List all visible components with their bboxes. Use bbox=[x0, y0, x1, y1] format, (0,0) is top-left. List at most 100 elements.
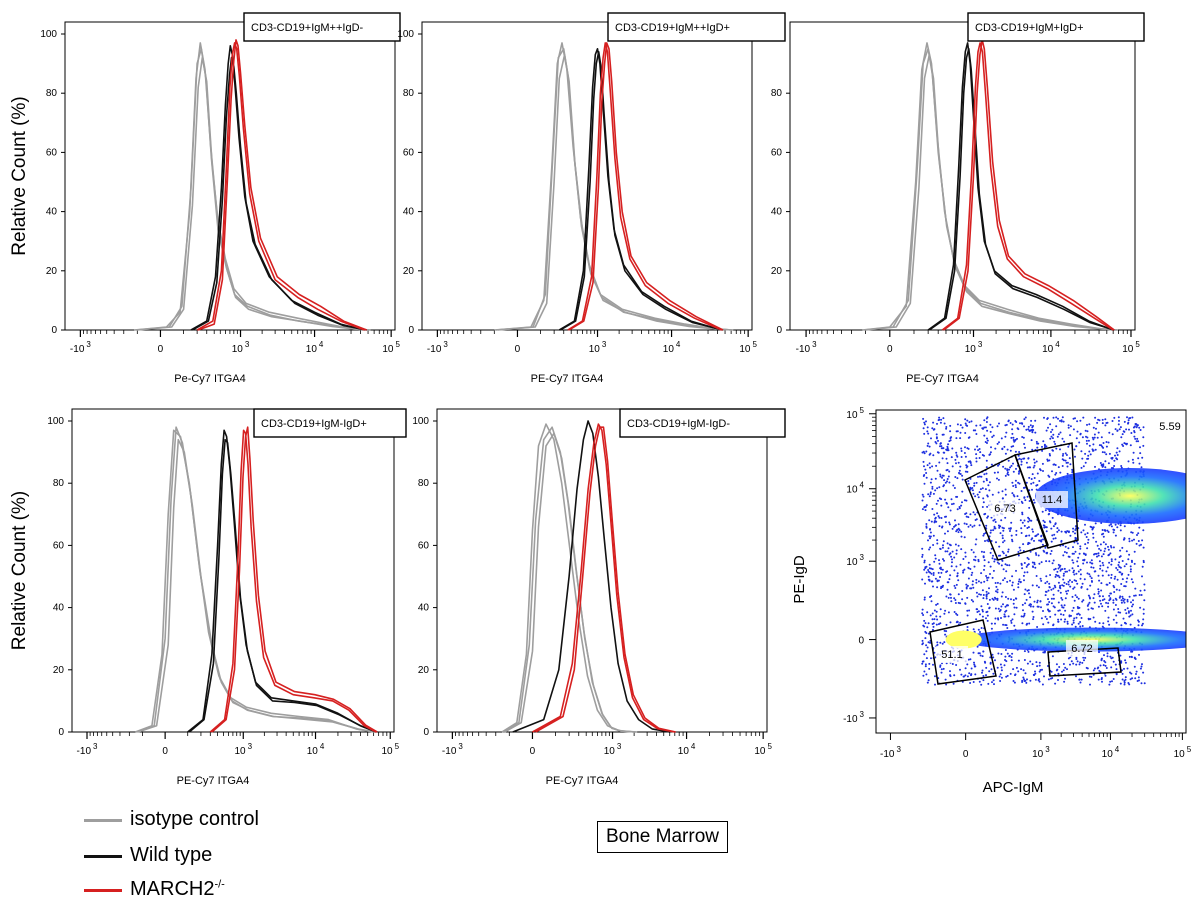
scatter-dot bbox=[974, 429, 977, 432]
gate-label-box bbox=[607, 12, 786, 42]
scatter-dot bbox=[1064, 618, 1067, 621]
scatter-dot bbox=[1032, 605, 1035, 608]
scatter-dot bbox=[1011, 652, 1014, 655]
scatter-dot bbox=[1139, 606, 1142, 609]
scatter-dot bbox=[934, 577, 937, 580]
legend-item-isotype: isotype control bbox=[84, 808, 344, 832]
scatter-dot bbox=[1118, 565, 1121, 568]
scatter-dot bbox=[946, 570, 949, 573]
scatter-dot bbox=[924, 567, 927, 570]
scatter-dot bbox=[946, 468, 949, 471]
scatter-dot bbox=[1045, 429, 1048, 432]
scatter-dot bbox=[1131, 677, 1134, 680]
scatter-dot bbox=[945, 489, 948, 492]
scatter-dot bbox=[1079, 547, 1082, 550]
scatter-dot bbox=[1022, 486, 1025, 489]
scatter-dot bbox=[977, 449, 980, 452]
scatter-dot bbox=[967, 516, 970, 519]
scatter-dot bbox=[966, 419, 969, 422]
scatter-dot bbox=[1042, 623, 1045, 626]
scatter-dot bbox=[1142, 426, 1145, 429]
scatter-dot bbox=[1140, 466, 1143, 469]
scatter-dot bbox=[956, 574, 959, 577]
x-tick-label: 10 3 bbox=[1032, 745, 1050, 760]
scatter-dot bbox=[993, 596, 996, 599]
x-tick-label: 10 3 bbox=[589, 340, 607, 355]
scatter-dot bbox=[924, 665, 927, 668]
scatter-dot bbox=[981, 487, 984, 490]
scatter-dot bbox=[1050, 431, 1052, 433]
scatter-dot bbox=[981, 506, 984, 508]
scatter-dot bbox=[927, 578, 930, 581]
scatter-dot bbox=[1001, 537, 1004, 540]
scatter-dot bbox=[1023, 418, 1026, 421]
scatter-dot bbox=[926, 646, 929, 649]
scatter-dot bbox=[1072, 619, 1075, 622]
scatter-dot bbox=[1018, 470, 1021, 473]
scatter-dot bbox=[956, 572, 959, 575]
scatter-dot bbox=[984, 488, 987, 491]
scatter-dot bbox=[1042, 440, 1045, 443]
scatter-dot bbox=[1129, 671, 1131, 674]
scatter-dot bbox=[1065, 583, 1068, 585]
scatter-dot bbox=[1072, 546, 1074, 549]
scatter-dot bbox=[1081, 582, 1084, 585]
density-region-bottom bbox=[960, 627, 1186, 652]
scatter-dot bbox=[1080, 678, 1083, 681]
scatter-dot bbox=[970, 420, 973, 423]
scatter-dot bbox=[1031, 488, 1033, 491]
scatter-dot bbox=[1026, 527, 1029, 529]
scatter-dot bbox=[935, 615, 938, 618]
scatter-dot bbox=[1018, 546, 1021, 549]
scatter-dot bbox=[1018, 482, 1021, 485]
scatter-dot bbox=[1004, 435, 1007, 438]
scatter-dot bbox=[961, 598, 964, 601]
scatter-dot bbox=[951, 503, 953, 506]
scatter-dot bbox=[1070, 660, 1073, 663]
scatter-dot bbox=[992, 554, 994, 557]
scatter-dot bbox=[1113, 416, 1116, 419]
scatter-dot bbox=[1106, 529, 1109, 532]
scatter-dot bbox=[1076, 560, 1079, 563]
scatter-dot bbox=[1137, 620, 1140, 623]
scatter-dot bbox=[1021, 436, 1024, 438]
scatter-dot bbox=[921, 662, 924, 665]
scatter-dot bbox=[1005, 431, 1008, 434]
scatter-dot bbox=[944, 609, 947, 612]
scatter-dot bbox=[1119, 426, 1122, 429]
scatter-dot bbox=[974, 448, 976, 451]
scatter-dot bbox=[1120, 573, 1123, 576]
scatter-dot bbox=[1048, 520, 1051, 523]
scatter-dot bbox=[991, 597, 994, 600]
x-tick-label: 0 bbox=[963, 749, 969, 760]
scatter-dot bbox=[1130, 601, 1132, 604]
scatter-dot bbox=[996, 666, 999, 669]
scatter-dot bbox=[1104, 664, 1107, 667]
scatter-dot bbox=[1028, 622, 1031, 625]
scatter-dot bbox=[1131, 605, 1133, 608]
scatter-dot bbox=[1082, 416, 1085, 419]
scatter-dot bbox=[959, 431, 962, 434]
scatter-dot bbox=[1101, 529, 1104, 531]
scatter-dot bbox=[973, 482, 976, 485]
scatter-dot bbox=[1031, 663, 1034, 666]
scatter-dot bbox=[1029, 519, 1031, 522]
scatter-dot bbox=[934, 557, 937, 560]
scatter-dot bbox=[989, 430, 992, 433]
scatter-dot bbox=[944, 550, 947, 553]
scatter-dot bbox=[1031, 561, 1034, 564]
scatter-dot bbox=[1007, 459, 1010, 462]
scatter-dot bbox=[1137, 540, 1140, 542]
scatter-dot bbox=[1006, 471, 1009, 474]
scatter-dot bbox=[1016, 437, 1018, 440]
scatter-dot bbox=[1017, 583, 1020, 585]
scatter-dot bbox=[1040, 535, 1043, 538]
scatter-dot bbox=[1015, 421, 1018, 423]
scatter-dot bbox=[995, 541, 997, 544]
scatter-dot bbox=[936, 643, 939, 646]
scatter-dot bbox=[1133, 538, 1135, 541]
scatter-dot bbox=[983, 580, 986, 583]
scatter-dot bbox=[1108, 561, 1111, 564]
scatter-dot bbox=[944, 521, 947, 524]
scatter-dot bbox=[1130, 578, 1133, 581]
